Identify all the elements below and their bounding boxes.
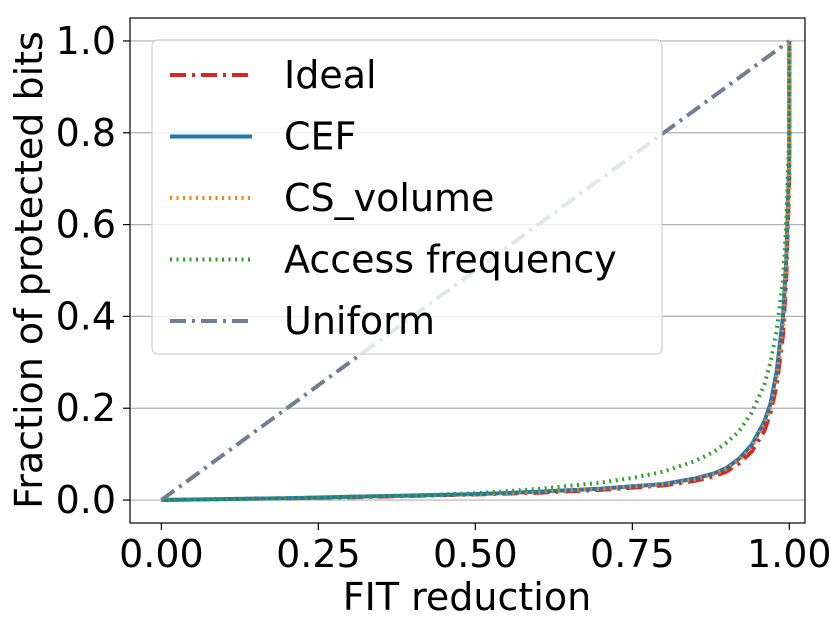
- series-line-uniform: [160, 39, 791, 502]
- y-tick-label: 0.4: [56, 294, 116, 338]
- legend-label: Uniform: [284, 299, 435, 343]
- y-tick-label: 0.0: [56, 478, 116, 522]
- x-tick-label: 0.50: [433, 532, 518, 576]
- plot-area: [160, 39, 792, 502]
- y-tick-label: 1.0: [56, 19, 116, 63]
- y-axis-label: Fraction of protected bits: [7, 31, 51, 509]
- legend-label: Access frequency: [284, 238, 617, 282]
- legend: Ideal CEF CS_volume Access frequency Uniform: [151, 39, 663, 355]
- x-tick-label: 1.00: [747, 532, 830, 576]
- series-line-access-frequency: [161, 41, 792, 502]
- axis-ticks: 0.0 0.2 0.4 0.6 0.8 1.0 0.00 0.25 0.50 0.75 1.00: [56, 19, 830, 576]
- x-axis-label: FIT reduction: [343, 575, 591, 619]
- legend-label: Ideal: [284, 53, 377, 97]
- y-tick-label: 0.8: [56, 111, 116, 155]
- legend-label: CEF: [284, 115, 356, 159]
- x-tick-label: 0.00: [119, 532, 204, 576]
- legend-box: [151, 39, 663, 355]
- legend-label: CS_volume: [284, 176, 494, 220]
- x-tick-label: 0.25: [276, 532, 361, 576]
- y-tick-label: 0.6: [56, 203, 116, 247]
- y-tick-label: 0.2: [56, 386, 116, 430]
- axes-frame: [129, 17, 806, 524]
- x-tick-label: 0.75: [590, 532, 675, 576]
